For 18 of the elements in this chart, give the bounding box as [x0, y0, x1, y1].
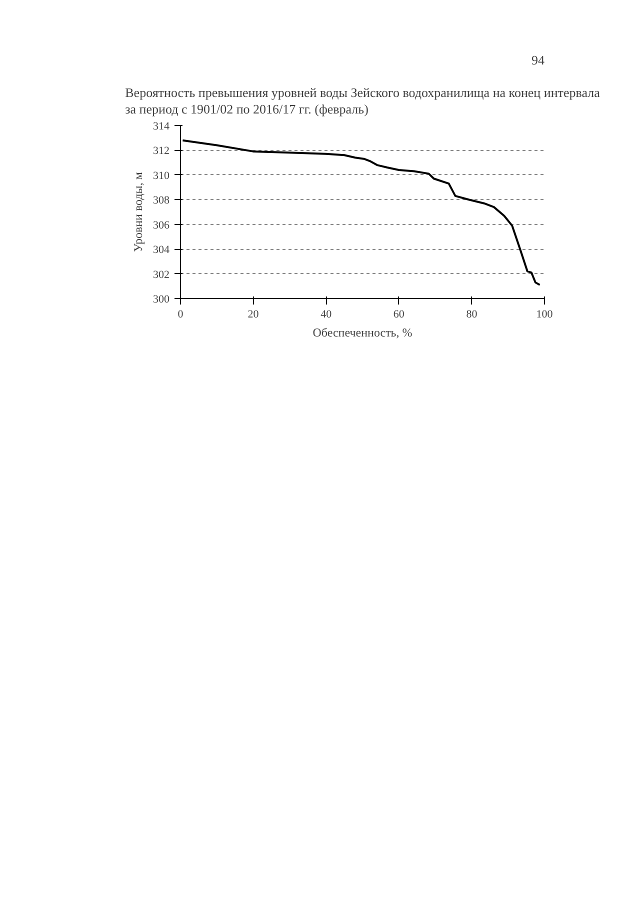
- x-axis-title: Обеспеченность, %: [312, 326, 412, 340]
- y-tick-label: 304: [153, 244, 170, 256]
- x-tick-label: 40: [320, 308, 332, 320]
- chart-title: Вероятность превышения уровней воды Зейского водохранилища на конец интервала за период с 1901/02 по 2016/17 гг. (февраль): [125, 85, 600, 116]
- x-tick-label: 100: [536, 308, 554, 320]
- y-tick-label: 308: [153, 194, 170, 207]
- text: 94: [532, 52, 545, 68]
- y-tick-label: 314: [153, 120, 170, 132]
- y-tick-label: 300: [153, 294, 170, 306]
- x-tick-label: 80: [466, 308, 478, 320]
- y-axis-title: Уровни воды, м: [131, 172, 145, 252]
- x-tick-label: 0: [178, 308, 184, 320]
- y-tick-label: 310: [153, 170, 170, 182]
- y-tick-label: 312: [153, 145, 170, 158]
- y-tick-label: 302: [153, 268, 170, 281]
- x-tick-label: 60: [393, 308, 405, 320]
- y-tick-label: 306: [153, 219, 170, 232]
- x-tick-label: 20: [248, 308, 260, 320]
